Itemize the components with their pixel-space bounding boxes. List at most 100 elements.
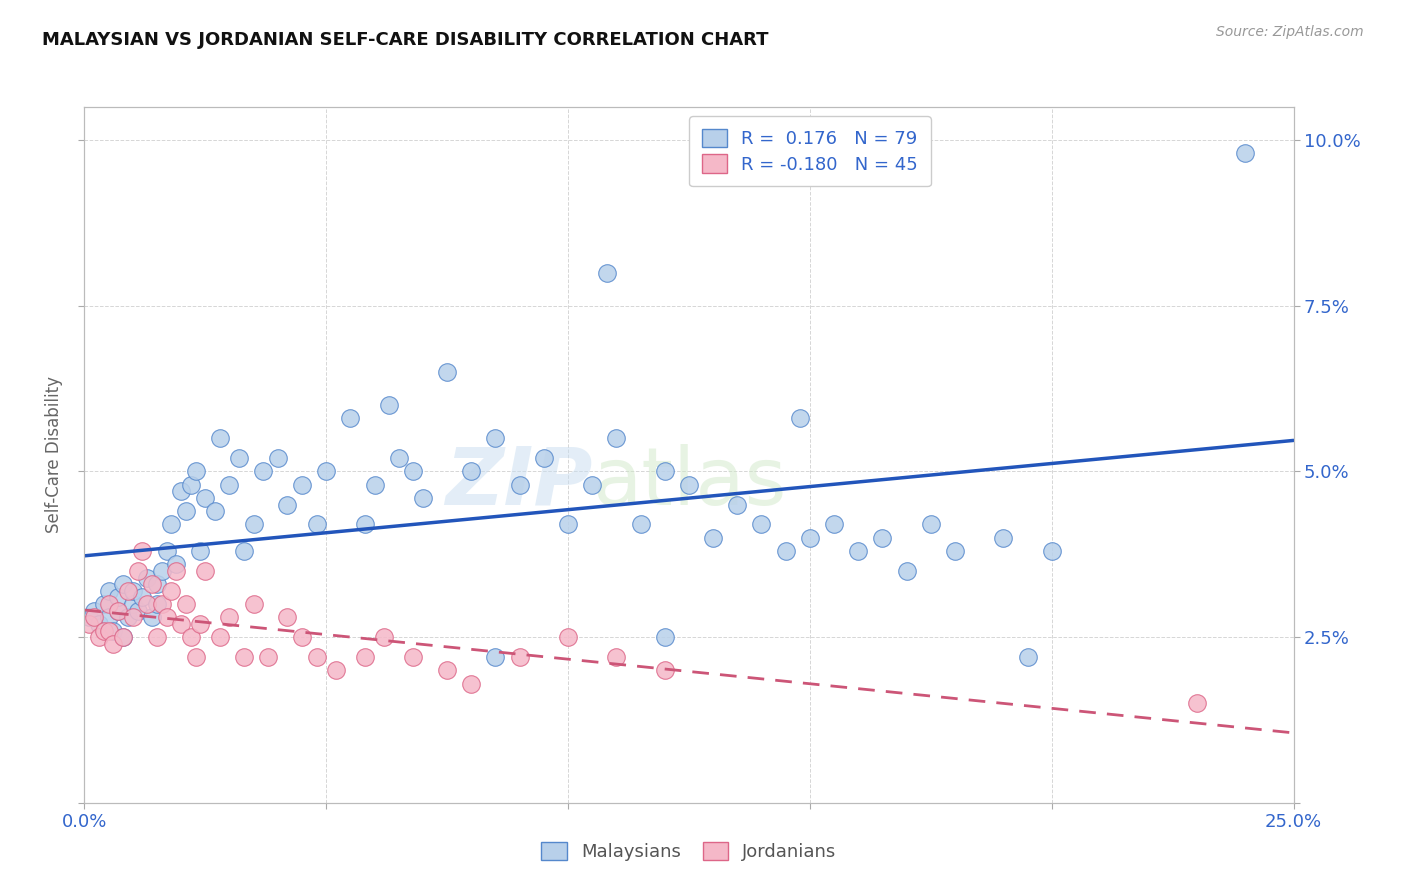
Point	[117, 610, 139, 624]
Point	[1234, 146, 1257, 161]
Point	[155, 544, 177, 558]
Point	[180, 630, 202, 644]
Point	[412, 491, 434, 505]
Point	[242, 517, 264, 532]
Point	[630, 517, 652, 532]
Point	[146, 630, 169, 644]
Point	[127, 604, 149, 618]
Text: MALAYSIAN VS JORDANIAN SELF-CARE DISABILITY CORRELATION CHART: MALAYSIAN VS JORDANIAN SELF-CARE DISABIL…	[42, 31, 769, 49]
Point	[363, 477, 385, 491]
Point	[460, 465, 482, 479]
Point	[160, 583, 183, 598]
Point	[402, 650, 425, 665]
Point	[174, 597, 197, 611]
Point	[751, 517, 773, 532]
Point	[378, 398, 401, 412]
Point	[484, 431, 506, 445]
Point	[97, 610, 120, 624]
Point	[103, 637, 125, 651]
Point	[165, 564, 187, 578]
Point	[993, 531, 1015, 545]
Point	[339, 411, 361, 425]
Point	[654, 630, 676, 644]
Point	[97, 583, 120, 598]
Point	[702, 531, 724, 545]
Point	[146, 577, 169, 591]
Point	[276, 498, 298, 512]
Point	[1185, 697, 1208, 711]
Point	[1040, 544, 1063, 558]
Point	[136, 597, 159, 611]
Point	[267, 451, 290, 466]
Point	[131, 544, 153, 558]
Text: Source: ZipAtlas.com: Source: ZipAtlas.com	[1216, 25, 1364, 39]
Point	[112, 577, 135, 591]
Point	[121, 583, 143, 598]
Point	[208, 630, 231, 644]
Point	[233, 544, 256, 558]
Point	[112, 630, 135, 644]
Point	[117, 583, 139, 598]
Point	[77, 616, 100, 631]
Legend: Malaysians, Jordanians: Malaysians, Jordanians	[529, 830, 849, 874]
Point	[184, 650, 207, 665]
Point	[141, 577, 163, 591]
Point	[678, 477, 700, 491]
Point	[943, 544, 966, 558]
Point	[83, 610, 105, 624]
Point	[276, 610, 298, 624]
Text: ZIP: ZIP	[444, 443, 592, 522]
Point	[107, 591, 129, 605]
Point	[121, 597, 143, 611]
Point	[87, 630, 110, 644]
Point	[354, 650, 377, 665]
Point	[460, 676, 482, 690]
Point	[846, 544, 869, 558]
Point	[354, 517, 377, 532]
Point	[83, 604, 105, 618]
Point	[484, 650, 506, 665]
Point	[127, 564, 149, 578]
Point	[654, 663, 676, 677]
Point	[103, 624, 125, 638]
Point	[823, 517, 845, 532]
Point	[112, 630, 135, 644]
Point	[509, 477, 531, 491]
Point	[107, 604, 129, 618]
Point	[141, 610, 163, 624]
Point	[150, 597, 173, 611]
Point	[228, 451, 250, 466]
Point	[208, 431, 231, 445]
Point	[170, 484, 193, 499]
Point	[97, 597, 120, 611]
Point	[233, 650, 256, 665]
Point	[896, 564, 918, 578]
Point	[165, 558, 187, 572]
Point	[373, 630, 395, 644]
Point	[596, 266, 619, 280]
Point	[436, 365, 458, 379]
Y-axis label: Self-Care Disability: Self-Care Disability	[45, 376, 63, 533]
Point	[131, 591, 153, 605]
Point	[180, 477, 202, 491]
Point	[93, 624, 115, 638]
Point	[97, 624, 120, 638]
Point	[305, 650, 328, 665]
Point	[218, 610, 240, 624]
Point	[775, 544, 797, 558]
Point	[1017, 650, 1039, 665]
Point	[194, 564, 217, 578]
Point	[155, 610, 177, 624]
Point	[174, 504, 197, 518]
Point	[121, 610, 143, 624]
Point	[533, 451, 555, 466]
Point	[315, 465, 337, 479]
Point	[581, 477, 603, 491]
Point	[725, 498, 748, 512]
Point	[305, 517, 328, 532]
Point	[93, 597, 115, 611]
Point	[190, 544, 212, 558]
Point	[789, 411, 811, 425]
Point	[799, 531, 821, 545]
Point	[218, 477, 240, 491]
